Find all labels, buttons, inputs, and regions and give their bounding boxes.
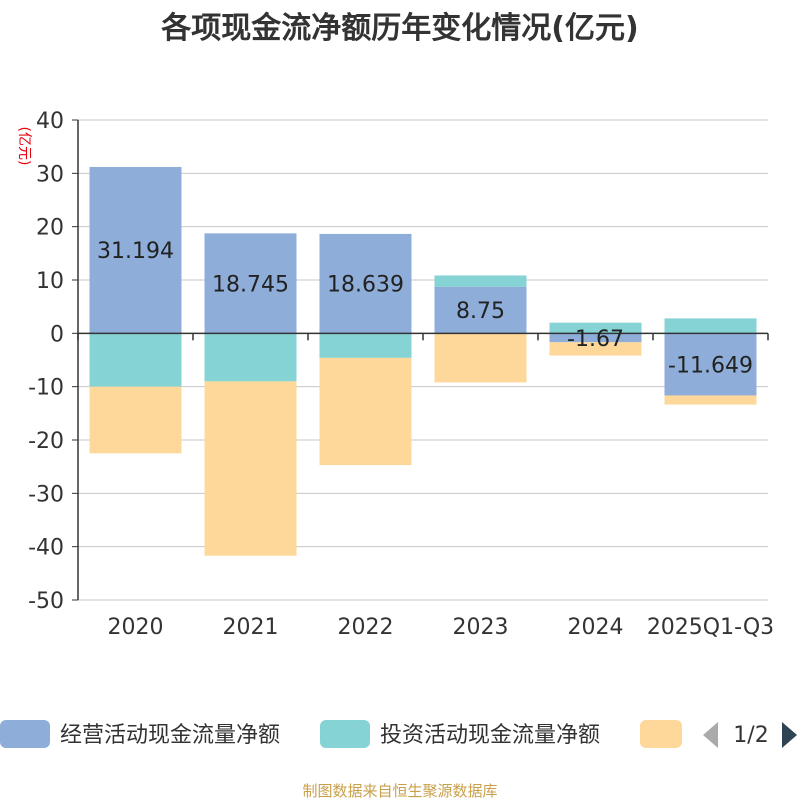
- data-labels: 31.194 18.745 18.639 8.75 -1.67 -11.649: [97, 239, 753, 378]
- bar-2023-series-0[interactable]: [434, 286, 527, 334]
- legend: 经营活动现金流量净额 投资活动现金流量净额 1/2: [0, 720, 797, 748]
- x-tick-label: 2023: [453, 615, 509, 640]
- y-tick-label: -30: [28, 482, 64, 507]
- data-label: -11.649: [668, 353, 753, 378]
- data-label: 31.194: [97, 239, 174, 264]
- data-label: -1.67: [567, 327, 624, 352]
- y-tick-label: 30: [36, 162, 64, 187]
- bar-2022-series-1[interactable]: [319, 333, 412, 358]
- x-tick-label: 2024: [568, 615, 624, 640]
- legend-label-investing: 投资活动现金流量净额: [380, 723, 600, 748]
- bar-2021-series-1[interactable]: [204, 333, 297, 382]
- legend-label-operating: 经营活动现金流量净额: [60, 723, 280, 748]
- y-tick-label: -20: [28, 429, 64, 454]
- legend-item-operating[interactable]: 经营活动现金流量净额: [0, 720, 280, 748]
- bar-2020-series-1[interactable]: [89, 333, 182, 387]
- y-tick-label: 10: [36, 269, 64, 294]
- data-label: 18.745: [212, 272, 289, 297]
- x-tick-label: 2021: [223, 615, 279, 640]
- legend-prev-arrow-icon[interactable]: [703, 722, 718, 748]
- y-tick-label: 20: [36, 216, 64, 241]
- legend-item-financing[interactable]: [640, 720, 682, 748]
- legend-swatch-operating: [0, 720, 50, 748]
- bar-2024-series-0[interactable]: [549, 333, 642, 343]
- x-tick-label: 2022: [338, 615, 394, 640]
- bar-2024-series-1[interactable]: [549, 322, 642, 334]
- bar-2025Q1-Q3-series-1[interactable]: [664, 318, 757, 334]
- bar-2022-series-2[interactable]: [319, 357, 412, 466]
- x-tick-label: 2020: [108, 615, 164, 640]
- bar-2025Q1-Q3-series-0[interactable]: [664, 333, 757, 396]
- bar-2021-series-0[interactable]: [204, 233, 297, 334]
- bar-2022-series-0[interactable]: [319, 233, 412, 334]
- bar-2020-series-2[interactable]: [89, 386, 182, 454]
- bar-2023-series-2[interactable]: [434, 333, 527, 383]
- source-note: 制图数据来自恒生聚源数据库: [302, 782, 497, 800]
- bar-2021-series-2[interactable]: [204, 381, 297, 556]
- bar-2020-series-0[interactable]: [89, 166, 182, 334]
- legend-swatch-investing: [320, 720, 370, 748]
- bar-2024-series-2[interactable]: [549, 342, 642, 356]
- legend-item-investing[interactable]: 投资活动现金流量净额: [320, 720, 600, 748]
- data-label: 18.639: [327, 273, 404, 298]
- y-axis-label: (亿元): [16, 127, 32, 166]
- y-tick-label: -10: [28, 376, 64, 401]
- legend-next-arrow-icon[interactable]: [782, 722, 797, 748]
- legend-page-indicator: 1/2: [733, 723, 768, 748]
- x-tick-label: 2025Q1-Q3: [647, 615, 774, 640]
- data-label: 8.75: [456, 299, 505, 324]
- y-tick-label: 40: [36, 109, 64, 134]
- bar-2023-series-1[interactable]: [434, 275, 527, 287]
- y-tick-label: -50: [28, 589, 64, 614]
- y-tick-label: -40: [28, 536, 64, 561]
- legend-swatch-financing: [640, 720, 682, 748]
- chart-title: 各项现金流净额历年变化情况(亿元): [160, 11, 638, 46]
- axes: 40 30 20 10 0 -10 -20 -30 -40 -50 2020 2021 2022 2023…: [28, 109, 774, 640]
- bar-2025Q1-Q3-series-2[interactable]: [664, 395, 757, 405]
- bars: [89, 166, 757, 556]
- y-tick-label: 0: [50, 322, 64, 347]
